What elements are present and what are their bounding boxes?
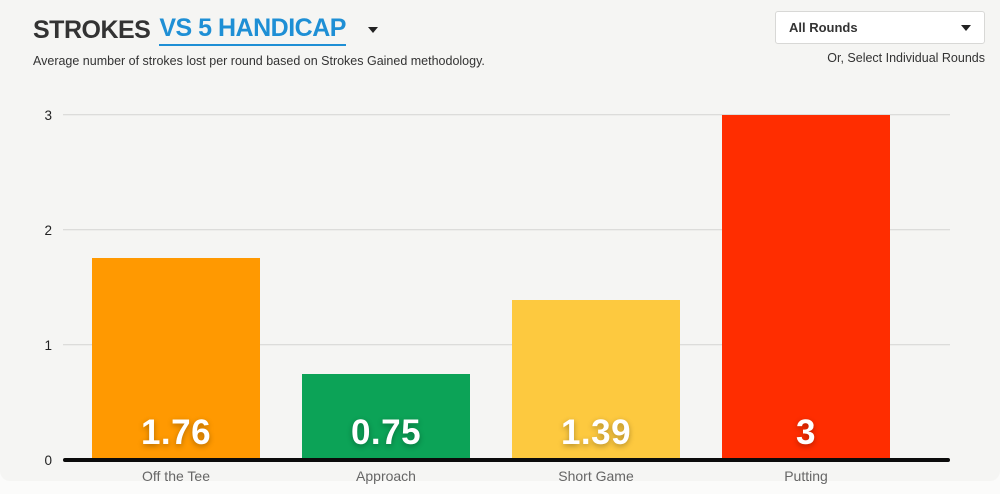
chart-header: STROKES VS 5 HANDICAP Average number of … [33,14,485,68]
rounds-dropdown[interactable]: All Rounds [775,11,985,44]
rounds-dropdown-value[interactable]: All Rounds [789,20,858,35]
x-axis-category-label: Approach [356,468,416,484]
bar-value-label: 0.75 [350,413,422,452]
title-handicap-value[interactable]: VS 5 HANDICAP [159,14,346,46]
title-strokes: STROKES [33,15,151,44]
plot-area: 1.76 Off the Tee 0.75 Approach 1.39 Short Gam… [44,108,950,484]
bar-value-label: 1.76 [140,413,212,452]
caret-down-icon[interactable] [961,24,971,31]
bar-slot: 0.75 Approach [281,115,491,484]
bar-slot: 1.39 Short Game [491,115,701,484]
bars-container: 1.76 Off the Tee 0.75 Approach 1.39 Short Gam… [71,115,911,484]
bar-short-game: 1.39 [512,300,680,460]
bar-value-label: 3 [796,413,816,452]
x-axis-category-label: Putting [784,468,828,484]
x-axis-category-label: Off the Tee [142,468,210,484]
bar-approach: 0.75 [302,373,470,460]
gridline [63,114,950,115]
gridline [63,344,950,345]
bar-value-label: 1.39 [560,413,632,452]
handicap-selector[interactable]: VS 5 HANDICAP [159,14,346,46]
page-title: STROKES VS 5 HANDICAP [33,14,485,46]
strokes-gained-panel: STROKES VS 5 HANDICAP Average number of … [33,11,985,484]
rounds-hint-text: Or, Select Individual Rounds [827,51,985,65]
y-axis-tick-label: 2 [44,222,52,238]
y-axis-tick-label: 3 [44,107,52,123]
gridline [63,229,950,230]
bar-slot: 1.76 Off the Tee [71,115,281,484]
caret-down-icon[interactable] [367,27,378,33]
bar-putting: 3 [722,115,890,460]
x-axis-line [63,458,950,462]
y-axis-tick-label: 0 [44,452,52,468]
bar-off-the-tee: 1.76 [92,257,260,460]
x-axis-category-label: Short Game [558,468,634,484]
y-axis-tick-label: 1 [44,337,52,353]
bar-slot: 3 Putting [701,115,911,484]
chart-subtitle: Average number of strokes lost per round… [33,54,485,68]
